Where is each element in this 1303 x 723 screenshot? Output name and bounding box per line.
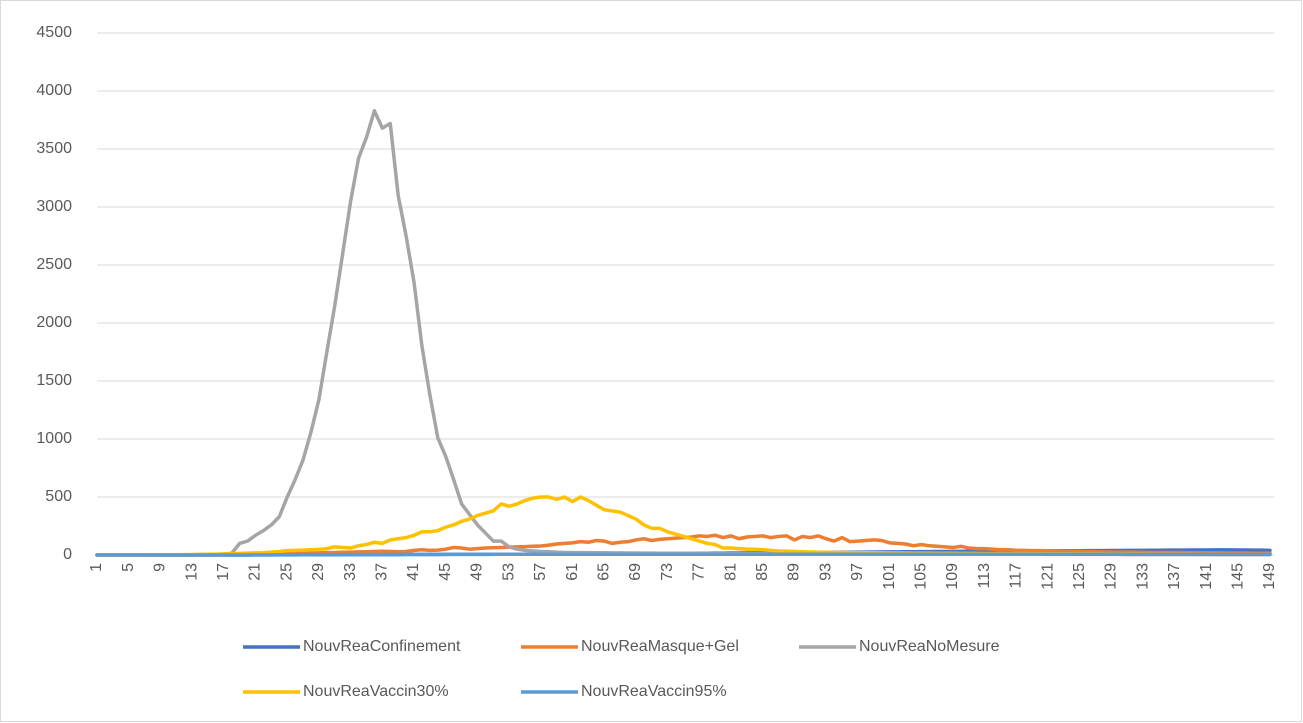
x-tick-label: 121 xyxy=(1039,563,1056,590)
x-tick-label: 89 xyxy=(786,563,803,581)
x-tick-label: 141 xyxy=(1198,563,1215,590)
legend-label: NouvReaVaccin95% xyxy=(581,683,727,700)
x-tick-label: 69 xyxy=(627,563,644,581)
x-tick-label: 85 xyxy=(754,563,771,581)
y-tick-label: 3000 xyxy=(36,198,72,215)
x-tick-label: 33 xyxy=(342,563,359,581)
x-tick-label: 97 xyxy=(849,563,866,581)
y-tick-label: 0 xyxy=(63,546,72,563)
x-tick-label: 5 xyxy=(120,563,137,572)
x-tick-label: 57 xyxy=(532,563,549,581)
x-tick-label: 17 xyxy=(215,563,232,581)
x-tick-label: 113 xyxy=(976,563,993,589)
x-tick-label: 45 xyxy=(437,563,454,581)
legend-label: NouvReaMasque+Gel xyxy=(581,638,739,655)
y-tick-label: 1000 xyxy=(36,430,72,447)
x-tick-label: 65 xyxy=(595,563,612,581)
y-tick-label: 4000 xyxy=(36,82,72,99)
y-tick-label: 1500 xyxy=(36,372,72,389)
series-line xyxy=(95,552,1272,557)
x-tick-label: 137 xyxy=(1166,563,1183,590)
x-tick-label: 149 xyxy=(1261,563,1278,590)
legend-label: NouvReaNoMesure xyxy=(859,638,1000,655)
x-tick-label: 125 xyxy=(1071,563,1088,590)
x-tick-label: 1 xyxy=(88,563,105,572)
y-tick-label: 2500 xyxy=(36,256,72,273)
y-tick-label: 4500 xyxy=(36,24,72,41)
x-tick-label: 13 xyxy=(183,563,200,581)
x-tick-label: 37 xyxy=(374,563,391,581)
x-tick-label: 49 xyxy=(469,563,486,581)
x-tick-label: 105 xyxy=(912,563,929,590)
legend-label: NouvReaVaccin30% xyxy=(303,683,449,700)
x-tick-label: 29 xyxy=(310,563,327,581)
y-tick-label: 3500 xyxy=(36,140,72,157)
x-tick-label: 81 xyxy=(722,563,739,581)
x-tick-label: 61 xyxy=(564,563,581,581)
x-tick-label: 117 xyxy=(1008,563,1025,589)
x-tick-label: 25 xyxy=(278,563,295,581)
x-tick-label: 53 xyxy=(500,563,517,581)
x-tick-label: 101 xyxy=(881,563,898,590)
x-tick-label: 109 xyxy=(944,563,961,590)
y-tick-label: 2000 xyxy=(36,314,72,331)
x-tick-label: 77 xyxy=(691,563,708,581)
x-tick-label: 41 xyxy=(405,563,422,581)
x-tick-label: 129 xyxy=(1103,563,1120,590)
x-tick-label: 133 xyxy=(1134,563,1151,590)
x-tick-label: 73 xyxy=(659,563,676,581)
x-tick-label: 93 xyxy=(817,563,834,581)
legend-label: NouvReaConfinement xyxy=(303,638,461,655)
x-tick-label: 145 xyxy=(1230,563,1247,590)
y-tick-label: 500 xyxy=(45,488,72,505)
x-tick-label: 21 xyxy=(247,563,264,581)
x-tick-label: 9 xyxy=(152,563,169,572)
